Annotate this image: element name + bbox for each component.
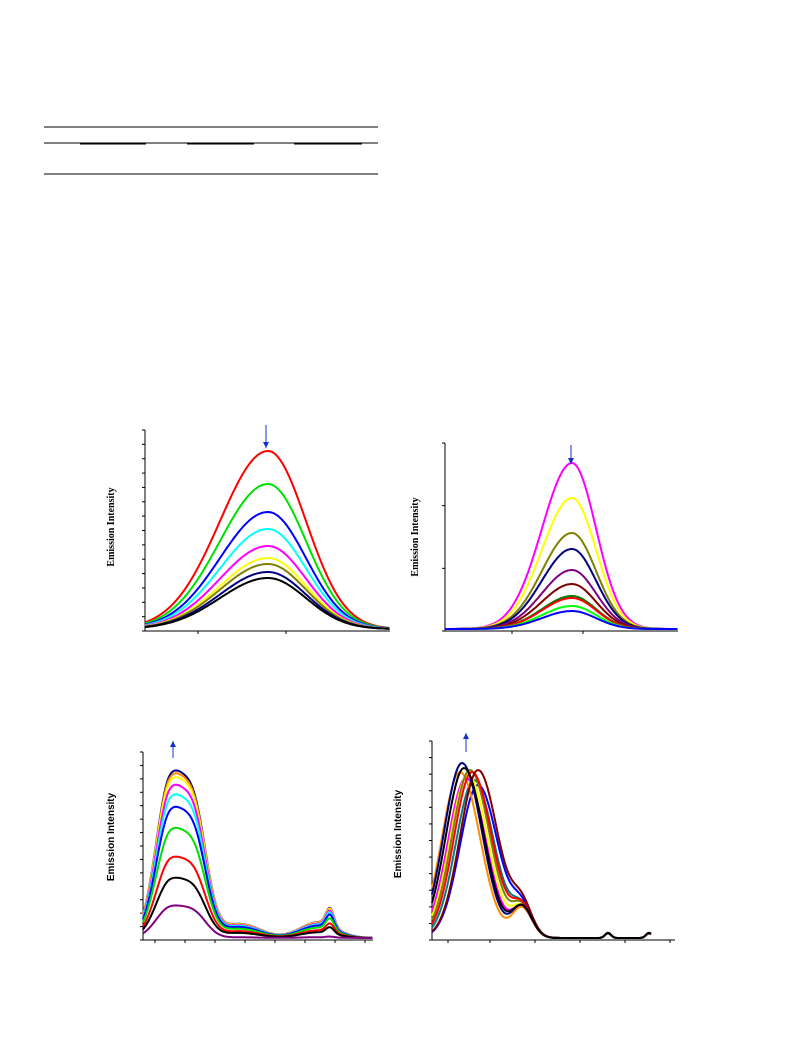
spectrum (445, 610, 678, 630)
spectrum (431, 767, 652, 939)
spectrum (144, 577, 390, 630)
y-axis-label: Emission Intensity (106, 487, 117, 566)
arrow-head (463, 733, 469, 739)
spectrum (142, 855, 373, 939)
spectrum (142, 826, 373, 939)
spectrum (144, 545, 390, 630)
y-axis-label: Emission Intensity (106, 792, 117, 881)
spectrum (142, 904, 373, 939)
spectrum (431, 778, 652, 939)
arrow-head (263, 442, 269, 448)
spectrum (445, 531, 678, 630)
arrow-head (170, 741, 176, 747)
spectrum (445, 461, 678, 630)
spectrum (144, 528, 390, 630)
arrow-head (568, 458, 574, 464)
spectrum (445, 548, 678, 630)
spectrum (445, 496, 678, 630)
spectrum (144, 510, 390, 630)
spectrum (142, 772, 373, 939)
y-axis-label: Emission Intensity (393, 789, 404, 878)
table-rules (44, 126, 378, 175)
spectrum (144, 482, 390, 630)
spectrum (142, 805, 373, 939)
spectrum (431, 769, 652, 939)
spectrum (445, 597, 678, 630)
spectrum (431, 761, 652, 939)
spectrum (142, 876, 373, 939)
spectrum (144, 449, 390, 629)
y-axis-label: Emission Intensity (410, 497, 421, 576)
plots (140, 425, 678, 943)
spectrum (431, 769, 652, 939)
spectrum (445, 605, 678, 630)
spectrum (142, 793, 373, 939)
